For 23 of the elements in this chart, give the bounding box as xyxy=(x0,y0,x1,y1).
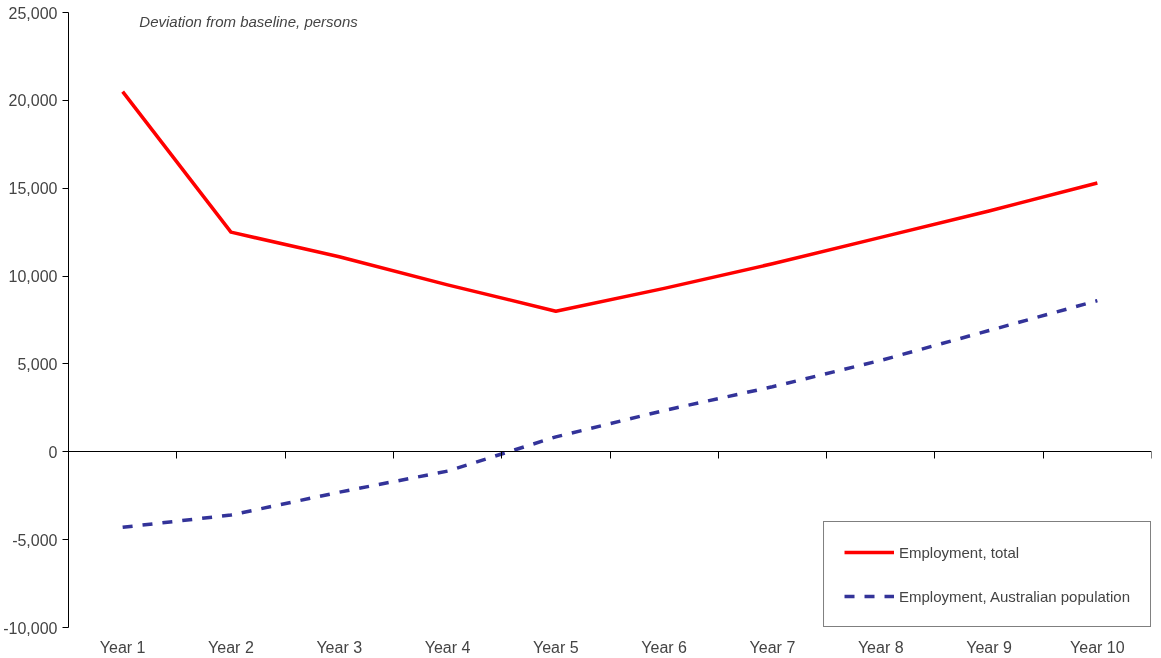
legend-label: Employment, total xyxy=(899,543,1020,561)
x-tick-label: Year 8 xyxy=(857,638,904,656)
line-series xyxy=(120,89,1100,313)
y-tick-label: 20,000 xyxy=(8,92,58,110)
y-tick-label: 15,000 xyxy=(8,180,58,198)
y-tick-label: -10,000 xyxy=(3,619,58,637)
y-tick-label: 25,000 xyxy=(8,4,58,22)
y-tick-label: 5,000 xyxy=(17,355,58,373)
x-tick-label: Year 3 xyxy=(316,638,363,656)
y-tick-label: 10,000 xyxy=(8,268,58,286)
x-tick-label: Year 10 xyxy=(1070,638,1125,656)
x-tick-label: Year 7 xyxy=(749,638,796,656)
line-series xyxy=(120,298,1100,530)
y-axis-title: Deviation from baseline, persons xyxy=(139,12,359,30)
x-tick-label: Year 1 xyxy=(99,638,146,656)
y-tick-label: 0 xyxy=(48,443,58,461)
x-tick-label: Year 4 xyxy=(424,638,471,656)
x-tick-label: Year 9 xyxy=(966,638,1012,656)
x-tick-label: Year 2 xyxy=(208,638,254,656)
x-tick-label: Year 6 xyxy=(641,638,688,656)
y-tick-label: -5,000 xyxy=(12,531,58,549)
x-tick-label: Year 5 xyxy=(533,638,579,656)
legend-label: Employment, Australian population xyxy=(899,587,1130,605)
